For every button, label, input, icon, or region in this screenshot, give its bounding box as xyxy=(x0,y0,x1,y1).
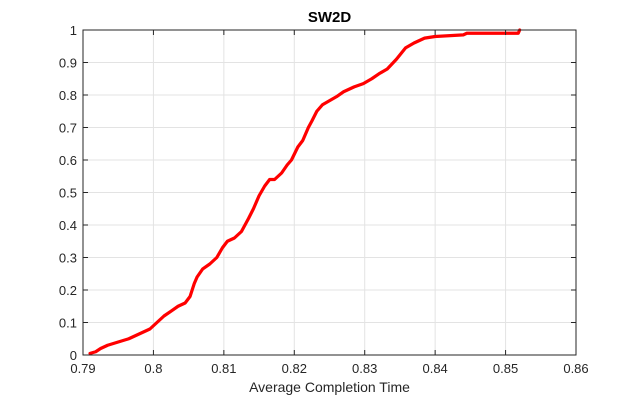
x-tick-label: 0.81 xyxy=(211,361,236,376)
y-tick-label: 0.9 xyxy=(59,56,77,71)
y-tick-label: 0.3 xyxy=(59,251,77,266)
y-tick-label: 0.6 xyxy=(59,153,77,168)
y-tick-label: 0.8 xyxy=(59,88,77,103)
y-tick-label: 0 xyxy=(70,348,77,363)
y-tick-label: 0.7 xyxy=(59,121,77,136)
x-tick-label: 0.82 xyxy=(282,361,307,376)
cdf-series-line xyxy=(88,28,522,355)
y-tick-label: 0.2 xyxy=(59,283,77,298)
x-tick-label: 0.8 xyxy=(144,361,162,376)
x-tick-label: 0.85 xyxy=(493,361,518,376)
tick-marks xyxy=(82,29,577,356)
chart-title: SW2D xyxy=(308,9,352,26)
x-tick-labels: 0.79 0.8 0.81 0.82 0.83 0.84 0.85 0.86 xyxy=(70,361,588,376)
y-tick-label: 0.4 xyxy=(59,218,77,233)
x-tick-label: 0.79 xyxy=(70,361,95,376)
y-tick-label: 1 xyxy=(70,23,77,38)
plot-series xyxy=(88,28,522,355)
x-tick-label: 0.83 xyxy=(352,361,377,376)
x-tick-label: 0.84 xyxy=(422,361,447,376)
x-tick-label: 0.86 xyxy=(563,361,588,376)
y-tick-label: 0.5 xyxy=(59,186,77,201)
grid xyxy=(82,29,577,356)
y-tick-label: 0.1 xyxy=(59,316,77,331)
y-tick-labels: 0 0.1 0.2 0.3 0.4 0.5 0.6 0.7 0.8 0.9 1 xyxy=(59,23,77,363)
x-axis-label: Average Completion Time xyxy=(249,379,410,395)
